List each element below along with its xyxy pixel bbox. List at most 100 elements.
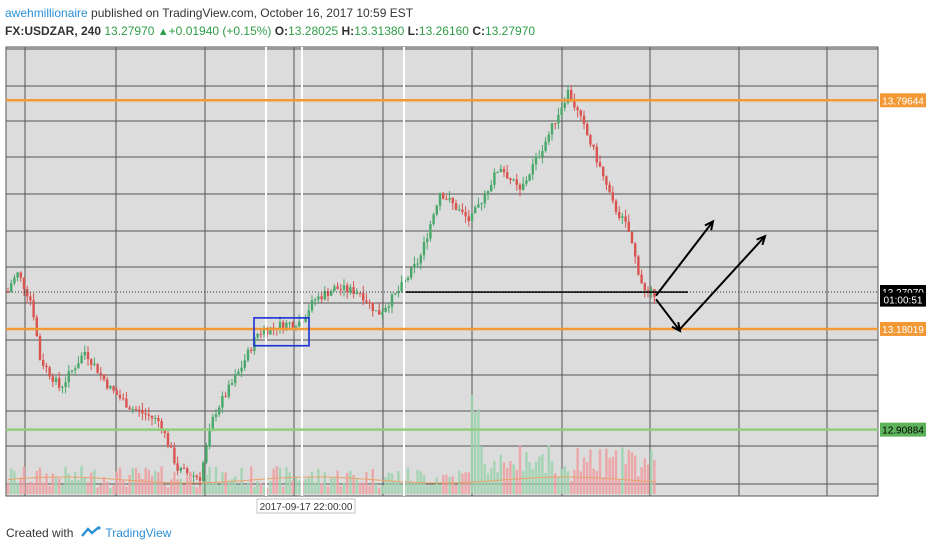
candle-body <box>378 310 381 315</box>
candle-body <box>582 115 586 124</box>
candle-body <box>243 360 246 368</box>
volume-bar <box>32 482 35 494</box>
candle-body <box>413 263 416 268</box>
volume-bar <box>365 472 368 494</box>
volume-bar <box>13 470 16 494</box>
volume-bar <box>608 458 611 494</box>
candle-body <box>176 463 179 471</box>
candle-body <box>362 293 365 301</box>
candle-body <box>237 371 240 376</box>
candle-body <box>637 256 640 275</box>
candle-body <box>170 446 173 448</box>
candle-body <box>304 316 307 322</box>
candle-body <box>608 184 611 193</box>
candle-body <box>205 446 208 463</box>
candle-body <box>342 285 346 290</box>
volume-bar <box>118 467 122 494</box>
candle-body <box>202 462 205 481</box>
author-link[interactable]: awehmillionaire <box>5 6 88 20</box>
volume-bar <box>413 483 416 494</box>
price-axis-label: 01:00:51 <box>884 296 923 307</box>
candle-body <box>19 272 22 278</box>
candle-body <box>461 209 464 212</box>
candle-body <box>51 376 54 382</box>
candle-body <box>400 282 403 292</box>
candle-body <box>531 164 534 175</box>
volume-bar <box>374 483 378 494</box>
publish-info: awehmillionaire published on TradingView… <box>5 4 413 22</box>
volume-bar <box>426 485 429 494</box>
candle-body <box>48 367 51 377</box>
high-label: H: <box>341 24 355 38</box>
candle-body <box>541 150 544 157</box>
volume-bar <box>90 472 93 494</box>
candle-body <box>134 408 138 410</box>
candle-body <box>410 267 413 278</box>
candle-body <box>579 110 582 116</box>
candle-body <box>643 283 646 291</box>
candle-body <box>195 475 198 478</box>
candle-body <box>640 274 643 284</box>
volume-bar <box>371 468 374 494</box>
candle-body <box>563 102 566 108</box>
candle-body <box>278 322 282 330</box>
candle-body <box>294 326 298 328</box>
down-arrow-head <box>671 321 682 333</box>
candle-body <box>586 123 589 136</box>
candle-body <box>128 407 131 410</box>
volume-bar <box>16 482 19 494</box>
volume-bar <box>394 480 397 494</box>
volume-bar <box>54 477 58 494</box>
volume-bar <box>333 477 336 494</box>
volume-bar <box>502 462 506 494</box>
volume-bar <box>579 471 582 494</box>
candle-body <box>234 375 237 384</box>
price-axis-label: 13.18019 <box>882 325 924 336</box>
candle-body <box>218 407 221 415</box>
candle-body <box>653 289 656 297</box>
candle-body <box>61 387 64 389</box>
candle-body <box>38 336 42 361</box>
volume-bar <box>336 470 339 494</box>
candle-body <box>506 172 509 179</box>
candle-body <box>547 134 550 142</box>
volume-bar <box>253 486 256 494</box>
volume-bar <box>19 477 22 494</box>
volume-bar <box>294 476 298 494</box>
candle-body <box>624 216 627 222</box>
volume-bar <box>525 451 528 494</box>
volume-bar <box>77 480 80 494</box>
candle-body <box>419 255 422 264</box>
volume-bar <box>138 473 141 494</box>
volume-bar <box>637 476 640 494</box>
candle-body <box>458 209 461 211</box>
volume-bar <box>141 478 144 494</box>
open-label: O: <box>274 24 289 38</box>
volume-bar <box>170 479 173 494</box>
candle-body <box>595 146 598 163</box>
candle-body <box>442 193 445 199</box>
tradingview-link[interactable]: TradingView <box>105 526 172 540</box>
candle-body <box>576 107 579 111</box>
volume-bar <box>237 484 240 494</box>
time-axis-label-bg <box>256 498 356 514</box>
candle-body <box>138 409 141 411</box>
candle-body <box>16 272 19 278</box>
volume-bar <box>26 483 29 494</box>
volume-bar <box>493 460 496 494</box>
volume-bar <box>202 482 205 494</box>
volume-bar <box>74 471 77 494</box>
candle-body <box>432 214 435 225</box>
volume-bar <box>176 479 179 494</box>
candle-body <box>448 198 451 200</box>
volume-bar <box>406 467 410 494</box>
candle-body <box>58 378 61 388</box>
volume-bar <box>477 409 480 494</box>
created-with-text: Created with <box>6 526 74 540</box>
volume-bar <box>230 479 234 494</box>
volume-bar <box>509 460 512 494</box>
volume-bar <box>22 466 26 494</box>
volume-bar <box>70 480 74 494</box>
up-arrow-right-head <box>756 234 767 246</box>
